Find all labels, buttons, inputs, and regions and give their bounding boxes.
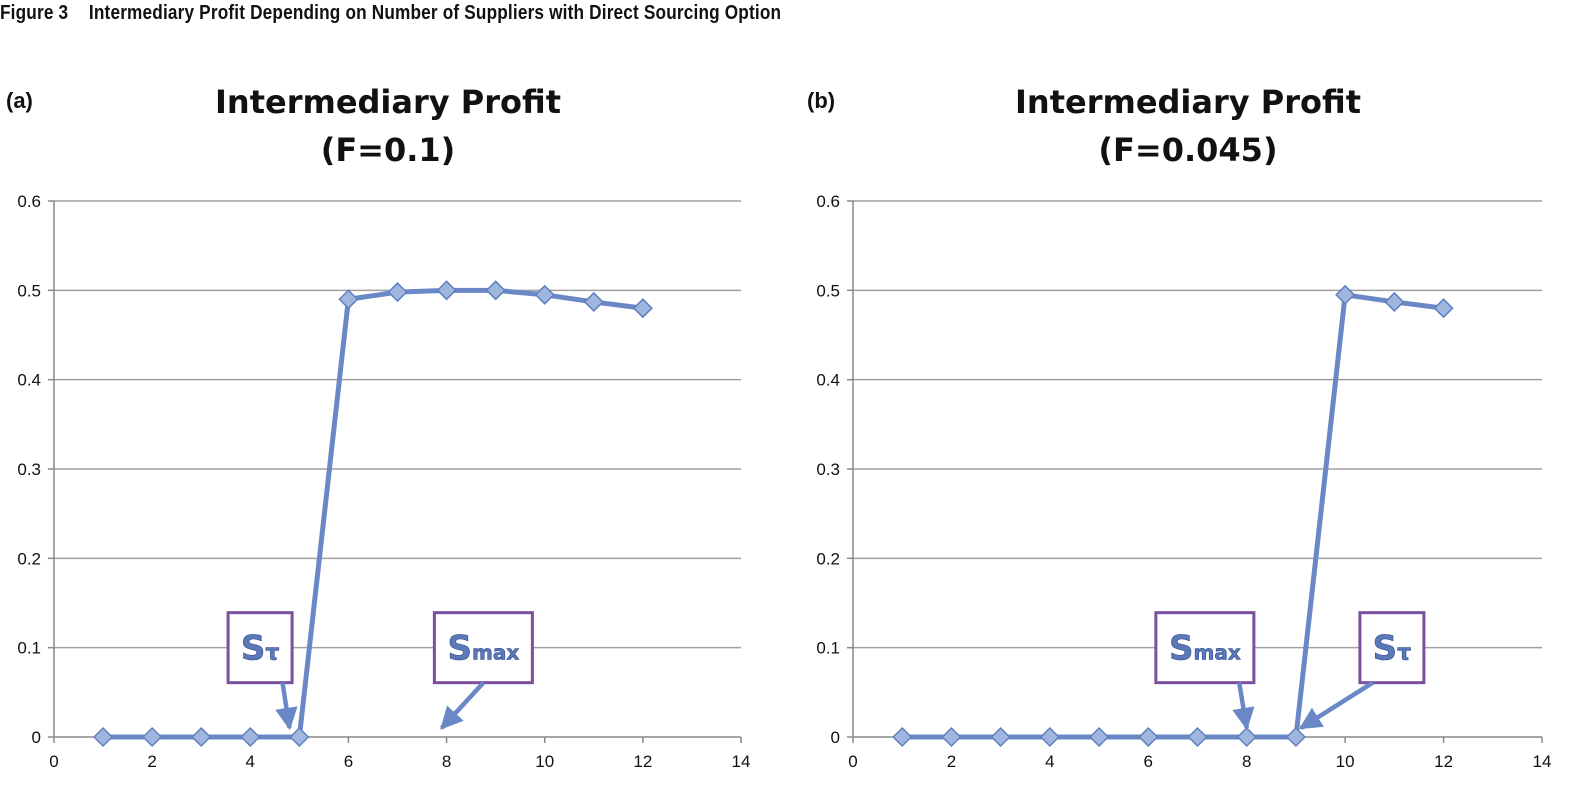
data-point (93, 726, 114, 748)
data-point (191, 726, 212, 748)
chart-subtitle-line: (F=0.045) (1098, 131, 1278, 169)
chart-panel-b: (b) Intermediary Profit (F=0.045) 0 0.1 0.… (800, 0, 1580, 786)
x-tick-label: 0 (49, 752, 58, 771)
x-tick-label: 6 (344, 752, 353, 771)
x-tick-label: 12 (633, 752, 652, 771)
x-tick-label: 0 (848, 752, 857, 771)
annotation-arrow (440, 681, 486, 730)
data-point (1187, 726, 1208, 748)
annotation-frame (1154, 611, 1256, 685)
annotation-arrow (1298, 680, 1374, 730)
y-tick-label: 0.1 (17, 639, 41, 658)
data-point (387, 282, 408, 303)
annotation-label: Sτ (241, 629, 280, 669)
chart-title: Intermediary Profit (F=0.045) (988, 78, 1388, 174)
x-tick-label: 4 (1045, 752, 1054, 771)
data-point (1089, 726, 1110, 748)
x-tick-label: 2 (147, 752, 156, 771)
y-tick-label: 0 (831, 728, 840, 747)
x-tick-label: 14 (1533, 752, 1552, 771)
data-point (240, 726, 261, 748)
x-tick-label: 4 (246, 752, 255, 771)
x-tick-label: 10 (535, 752, 554, 771)
chart-subtitle-line: (F=0.1) (320, 131, 456, 169)
annotation-box: Smax (432, 611, 534, 685)
chart-title-line: Intermediary Profit (215, 83, 561, 121)
x-tick-label: 8 (1242, 752, 1251, 771)
annotation-box: Smax (1154, 611, 1256, 685)
annotation-frame (226, 611, 294, 685)
figure-caption: Figure 3 Intermediary Profit Depending on… (0, 2, 781, 25)
y-tick-label: 0.6 (816, 192, 840, 211)
data-point (583, 291, 604, 313)
data-point (142, 726, 163, 748)
figure-label: Figure 3 (0, 2, 69, 24)
data-point (632, 298, 653, 319)
x-tick-label: 12 (1434, 752, 1453, 771)
annotation-label: Sτ (1373, 629, 1412, 669)
annotation-box: Sτ (1358, 611, 1426, 685)
panel-label: (b) (807, 88, 836, 113)
y-tick-label: 0.5 (816, 281, 840, 300)
data-point (1335, 284, 1356, 305)
annotation-label: Smax (1169, 629, 1241, 669)
data-point (1285, 726, 1306, 748)
data-point (485, 280, 506, 301)
x-tick-label: 14 (732, 752, 751, 771)
data-point (990, 726, 1011, 748)
y-tick-label: 0.3 (17, 460, 41, 479)
chart-title: Intermediary Profit (F=0.1) (188, 78, 588, 174)
chart-svg: 0 0.1 0.2 0.3 0.4 0.5 0.6 0 2 4 6 8 10 12 14 Sτ Smax (17, 192, 751, 771)
data-point (436, 280, 457, 301)
data-point (338, 289, 359, 310)
annotation-label: Smax (448, 629, 520, 669)
x-tick-label: 8 (442, 752, 451, 771)
figure-caption-text: Intermediary Profit Depending on Number … (88, 2, 782, 24)
data-point (1039, 726, 1060, 748)
data-point (534, 284, 555, 305)
y-tick-label: 0.2 (816, 549, 840, 568)
data-point (941, 726, 962, 748)
data-point (1433, 298, 1454, 319)
annotation-arrow (1232, 682, 1255, 731)
x-tick-label: 6 (1144, 752, 1153, 771)
annotation-frame (1358, 611, 1426, 685)
chart-title-line: Intermediary Profit (1015, 83, 1361, 121)
chart-panel-a: (a) Intermediary Profit (F=0.1) 0 0.1 0.2 0… (6, 78, 751, 771)
annotation-frame (432, 611, 534, 685)
annotation-arrow (275, 682, 298, 731)
x-tick-label: 10 (1336, 752, 1355, 771)
panel-label: (a) (6, 88, 33, 113)
y-tick-label: 0.3 (816, 460, 840, 479)
chart-svg: 0 0.1 0.2 0.3 0.4 0.5 0.6 0 2 4 6 8 10 12 14 Smax Sτ (816, 192, 1552, 771)
y-tick-label: 0.6 (17, 192, 41, 211)
y-tick-label: 0.1 (816, 639, 840, 658)
data-point (892, 726, 913, 748)
data-point (289, 726, 310, 748)
data-point (1236, 726, 1257, 748)
data-point (1384, 291, 1405, 313)
annotation-box: Sτ (226, 611, 294, 685)
y-tick-label: 0 (32, 728, 41, 747)
series-line (103, 287, 644, 740)
y-tick-label: 0.2 (17, 549, 41, 568)
data-point (1138, 726, 1159, 748)
x-tick-label: 2 (947, 752, 956, 771)
y-tick-label: 0.4 (816, 371, 840, 390)
y-tick-label: 0.5 (17, 281, 41, 300)
y-tick-label: 0.4 (17, 371, 41, 390)
